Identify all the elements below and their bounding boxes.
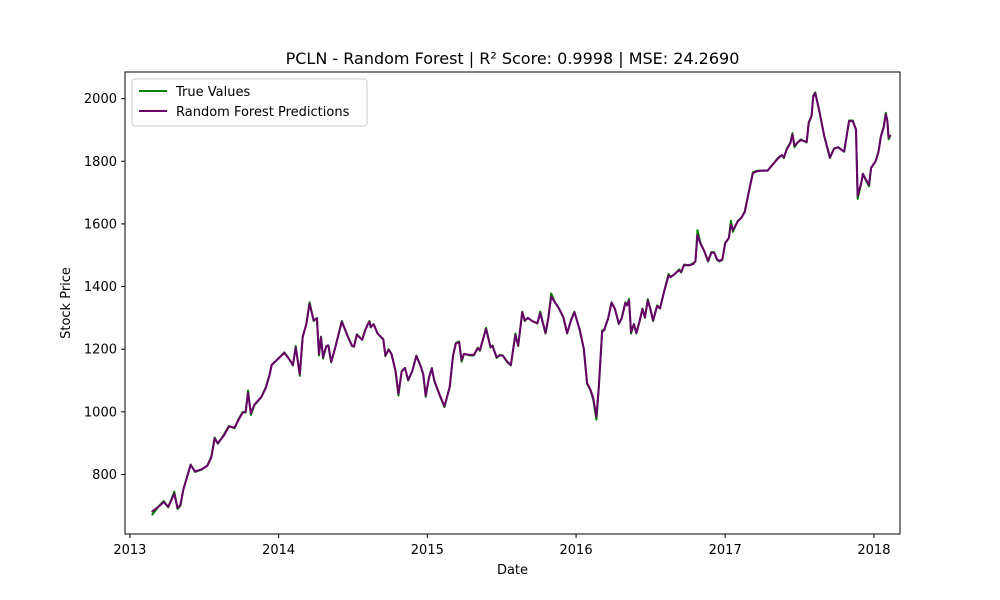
series-line-random-forest-predictions — [151, 91, 892, 513]
x-tick-label: 2013 — [113, 543, 146, 558]
x-tick-label: 2014 — [262, 543, 295, 558]
legend-label-true-values: True Values — [175, 85, 250, 100]
y-tick-label: 1200 — [84, 343, 117, 358]
legend: True Values Random Forest Predictions — [131, 78, 368, 127]
plot-frame — [124, 71, 901, 535]
y-tick-label: 1000 — [84, 405, 117, 420]
y-tick-label: 800 — [92, 468, 117, 483]
chart-title: PCLN - Random Forest | R² Score: 0.9998 … — [286, 49, 740, 68]
y-tick-label: 2000 — [84, 92, 117, 107]
plot-lines — [151, 91, 892, 516]
legend-box — [131, 78, 368, 127]
y-axis-label: Stock Price — [59, 267, 74, 339]
legend-label-random-forest-predictions: Random Forest Predictions — [176, 105, 350, 120]
x-tick-label: 2017 — [709, 543, 742, 558]
x-tick-label: 2018 — [857, 543, 890, 558]
x-tick-label: 2016 — [560, 543, 593, 558]
x-axis: 2013 2014 2015 2016 2017 2018 — [113, 534, 890, 558]
y-tick-label: 1400 — [84, 280, 117, 295]
y-tick-label: 1600 — [84, 217, 117, 232]
y-axis: 800 1000 1200 1400 1600 1800 2000 — [84, 92, 125, 483]
x-axis-label: Date — [497, 563, 528, 578]
y-tick-label: 1800 — [84, 155, 117, 170]
x-tick-label: 2015 — [411, 543, 444, 558]
